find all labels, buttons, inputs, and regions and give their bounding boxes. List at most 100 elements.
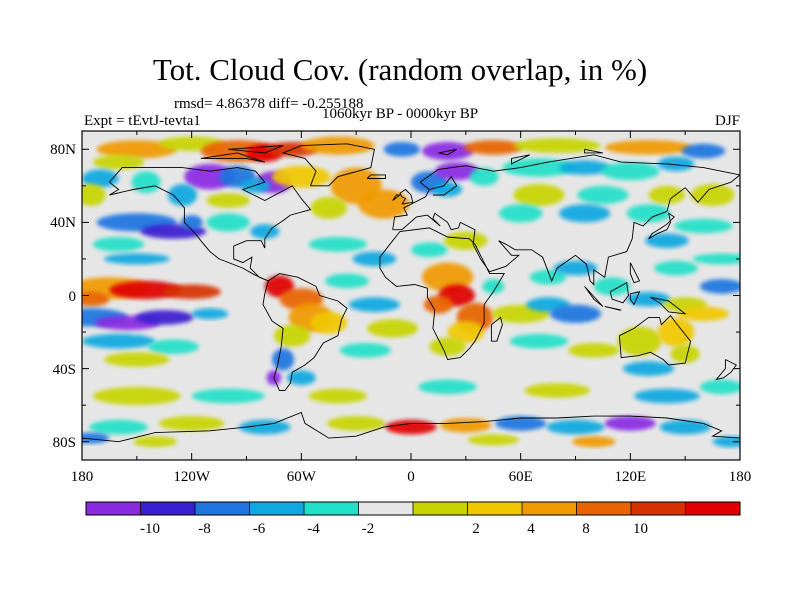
y-tick-label: 0 xyxy=(69,289,77,305)
period-label: 1060kyr BP - 0000kyr BP xyxy=(322,106,479,122)
field-anomaly xyxy=(670,344,700,364)
field-anomaly xyxy=(310,311,348,334)
field-anomaly xyxy=(273,324,311,347)
field-anomaly xyxy=(617,326,662,356)
field-anomaly xyxy=(495,416,547,431)
field-anomaly xyxy=(593,277,631,296)
coastline xyxy=(490,316,503,342)
coastline xyxy=(429,175,458,196)
colorbar-swatch xyxy=(576,502,632,515)
field-anomaly xyxy=(513,138,602,153)
field-anomaly xyxy=(310,196,348,219)
field-anomaly xyxy=(82,333,156,349)
x-tick-label: 0 xyxy=(407,469,415,485)
field-anomaly xyxy=(577,185,629,205)
colorbar-label: 4 xyxy=(527,521,535,537)
field-anomaly xyxy=(180,215,203,230)
field-anomaly xyxy=(429,337,466,356)
field-anomaly xyxy=(96,140,177,159)
field-anomaly xyxy=(464,140,523,155)
field-anomaly xyxy=(339,343,391,358)
y-tick-label: 80S xyxy=(53,435,76,451)
y-tick-label: 80N xyxy=(50,142,76,158)
x-tick-label: 180 xyxy=(729,469,752,485)
colorbar-swatch xyxy=(522,502,577,515)
field-anomaly xyxy=(158,416,225,431)
x-tick-label: 60W xyxy=(287,469,317,485)
colorbar-label: -2 xyxy=(362,521,375,537)
field-anomaly xyxy=(93,237,145,252)
coastline xyxy=(200,152,265,163)
field-anomaly xyxy=(699,379,740,395)
field-anomaly xyxy=(422,262,474,292)
x-tick-label: 120W xyxy=(173,469,211,485)
colorbar-swatch xyxy=(140,502,196,515)
colorbar-label: -6 xyxy=(253,521,266,537)
coastline xyxy=(511,154,531,165)
field-anomaly xyxy=(447,321,485,344)
colorbar-label: -8 xyxy=(198,521,211,537)
field-anomaly xyxy=(103,352,170,367)
field-anomaly xyxy=(191,308,229,320)
coastline xyxy=(648,212,675,240)
coastline xyxy=(366,174,386,179)
coastline xyxy=(714,359,737,381)
field-anomaly xyxy=(358,189,410,219)
field-anomaly xyxy=(440,418,492,433)
colorbar-label: -10 xyxy=(140,521,160,537)
field-anomaly xyxy=(82,184,106,206)
field-anomaly xyxy=(601,162,660,181)
field-anomaly xyxy=(604,140,693,155)
stats-label: rmsd= 4.86378 diff= -0.255188 xyxy=(174,96,364,112)
field-anomaly xyxy=(571,436,616,448)
colorbar-swatch xyxy=(195,502,250,515)
field-anomaly xyxy=(109,280,183,300)
colorbar-swatch xyxy=(249,502,305,515)
coastline xyxy=(281,143,375,187)
coastline xyxy=(109,167,312,282)
field-anomaly xyxy=(308,388,368,404)
field-anomaly xyxy=(92,386,181,406)
field-anomaly xyxy=(657,317,695,347)
field-anomaly xyxy=(162,284,221,300)
field-anomaly xyxy=(241,178,271,194)
colorbar-label: 10 xyxy=(633,521,648,537)
field-anomaly xyxy=(509,333,569,349)
colorbar-swatch xyxy=(304,502,359,515)
field-anomaly xyxy=(648,185,686,205)
coastline xyxy=(228,145,284,154)
coastline xyxy=(629,262,641,284)
field-anomaly xyxy=(712,436,740,448)
field-anomaly xyxy=(559,160,611,175)
field-anomaly xyxy=(272,348,295,371)
field-anomaly xyxy=(352,251,397,267)
field-anomaly xyxy=(657,156,695,172)
field-anomaly xyxy=(433,182,463,197)
field-anomaly xyxy=(546,419,605,435)
field-anomaly xyxy=(206,193,251,208)
field-anomaly xyxy=(434,162,479,181)
field-anomaly xyxy=(82,291,110,307)
colorbar-swatch xyxy=(467,502,523,515)
y-tick-label: 40N xyxy=(50,215,76,231)
field-anomaly xyxy=(513,184,565,206)
field-anomaly xyxy=(89,419,148,435)
field-anomaly xyxy=(93,154,145,170)
field-anomaly xyxy=(325,273,369,289)
field-anomaly xyxy=(623,361,675,376)
coastline xyxy=(629,291,641,306)
coastline xyxy=(82,411,740,443)
coastline xyxy=(392,194,402,201)
field-anomaly xyxy=(443,231,488,250)
field-anomaly xyxy=(133,436,178,448)
field-anomaly xyxy=(604,416,656,431)
x-tick-label: 180 xyxy=(71,469,94,485)
colorbar-swatch xyxy=(86,502,141,515)
experiment-label: Expt = tEvtJ-tevta1 xyxy=(84,113,201,129)
field-anomaly xyxy=(286,370,316,386)
field-anomaly xyxy=(626,204,671,223)
field-anomaly xyxy=(103,253,170,265)
field-anomaly xyxy=(167,184,198,206)
coastline xyxy=(399,188,414,205)
colorbar-label: 2 xyxy=(472,521,480,537)
